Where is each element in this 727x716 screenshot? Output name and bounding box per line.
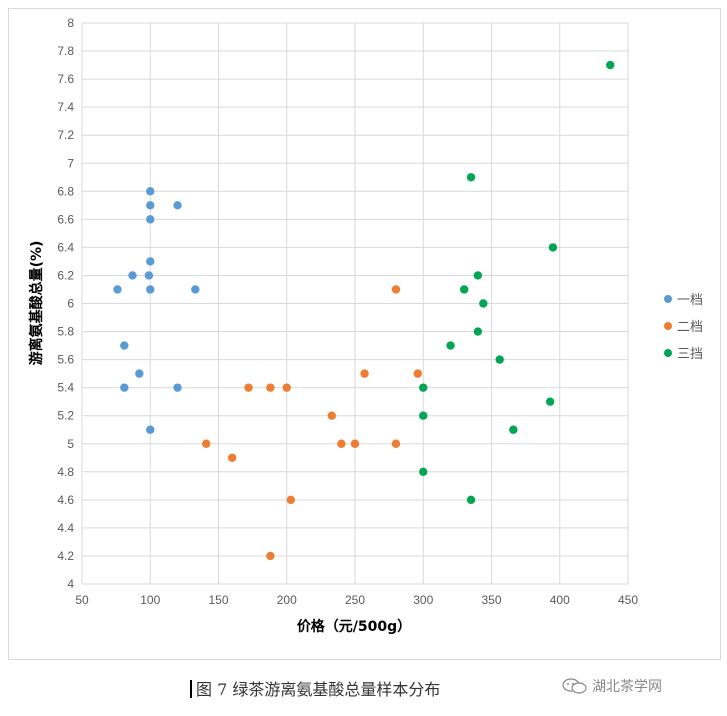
data-point-series-3: [446, 341, 455, 350]
data-point-series-1: [146, 257, 155, 266]
data-point-series-3: [419, 383, 428, 392]
legend-label: 三挡: [677, 347, 703, 362]
x-tick-label: 350: [481, 593, 501, 607]
gridlines: [81, 22, 629, 585]
data-point-series-1: [128, 271, 137, 280]
y-tick-label: 6.2: [57, 268, 74, 282]
chart-frame: [8, 8, 721, 660]
legend-marker: [664, 322, 672, 330]
y-tick-label: 5.6: [57, 353, 74, 367]
data-point-series-3: [473, 271, 483, 280]
data-point-series-3: [473, 327, 483, 336]
y-tick-label: 4.8: [57, 465, 74, 479]
data-point-series-2: [391, 285, 401, 294]
y-tick-label: 5.8: [57, 325, 74, 339]
y-tick-label: 4.6: [57, 493, 74, 507]
x-tick-label: 250: [345, 593, 365, 607]
data-point-series-2: [413, 369, 422, 378]
data-point-series-3: [419, 467, 428, 476]
data-point-series-2: [266, 383, 275, 392]
watermark-text: 湖北茶学网: [592, 679, 662, 695]
data-point-series-2: [202, 439, 211, 448]
data-point-series-1: [144, 271, 154, 280]
watermark: 湖北茶学网: [562, 676, 662, 696]
data-point-series-1: [146, 285, 155, 294]
data-point-series-2: [337, 439, 346, 448]
y-tick-label: 5: [67, 437, 74, 451]
y-tick-label: 6.8: [57, 184, 74, 198]
x-tick-label: 50: [75, 593, 89, 607]
data-point-series-1: [146, 187, 155, 196]
legend-label: 二档: [677, 320, 703, 335]
wechat-icon: [562, 678, 587, 694]
x-tick-label: 200: [277, 593, 297, 607]
legend-marker: [664, 349, 672, 357]
y-tick-label: 5.4: [57, 381, 74, 395]
data-point-series-1: [173, 383, 182, 392]
data-point-series-3: [466, 173, 476, 182]
data-point-series-3: [548, 243, 558, 252]
data-point-series-2: [286, 495, 296, 505]
data-point-series-2: [266, 551, 275, 561]
data-point-series-1: [173, 201, 182, 210]
data-point-series-1: [113, 285, 122, 294]
data-point-series-1: [146, 215, 155, 224]
figure-caption: 图 7 绿茶游离氨基酸总量样本分布: [190, 676, 440, 700]
y-tick-label: 7.2: [57, 128, 74, 142]
y-tick-label: 8: [67, 16, 74, 30]
legend-label: 一档: [677, 293, 703, 308]
data-point-series-3: [460, 285, 469, 294]
y-tick-label: 4.4: [57, 521, 74, 535]
data-point-series-3: [509, 425, 518, 434]
y-tick-label: 6: [67, 297, 74, 311]
data-point-series-1: [120, 341, 129, 350]
legend-marker: [664, 295, 672, 303]
data-point-series-3: [419, 411, 428, 420]
y-tick-label: 6.6: [57, 212, 74, 226]
data-point-series-2: [227, 453, 237, 462]
y-tick-label: 7: [67, 156, 74, 170]
data-point-series-2: [282, 383, 291, 392]
x-axis-label: 价格（元/500g）: [297, 618, 411, 635]
y-tick-label: 7.6: [57, 72, 74, 86]
data-point-series-1: [191, 285, 200, 294]
data-point-series-3: [479, 299, 488, 308]
y-tick-label: 4: [67, 577, 74, 591]
caption-text: 图 7 绿茶游离氨基酸总量样本分布: [196, 680, 441, 699]
data-point-series-2: [244, 383, 253, 392]
x-tick-label: 100: [140, 593, 160, 607]
tick-labels: 4 4.2 4.4 4.6 4.8 5 5.2 5.4 5.6 5.8 6 6.2 6.4 6.6 6.8 7…: [57, 16, 638, 607]
data-point-series-3: [495, 355, 504, 364]
data-point-series-3: [606, 60, 615, 70]
x-tick-label: 400: [550, 593, 570, 607]
data-point-series-2: [360, 369, 369, 378]
y-tick-label: 6.4: [57, 240, 74, 254]
x-tick-label: 150: [208, 593, 228, 607]
data-point-series-2: [327, 411, 336, 420]
data-point-series-1: [146, 201, 155, 210]
x-tick-label: 450: [618, 593, 638, 607]
data-point-series-3: [466, 495, 476, 505]
x-tick-label: 300: [413, 593, 433, 607]
y-axis-label: 游离氨基酸总量(%): [28, 241, 45, 366]
data-point-series-1: [146, 425, 155, 434]
y-tick-label: 7.4: [57, 100, 74, 114]
data-points: [113, 60, 615, 561]
data-point-series-1: [120, 383, 129, 392]
data-point-series-1: [135, 369, 144, 378]
data-point-series-2: [391, 439, 401, 448]
y-tick-label: 5.2: [57, 409, 74, 423]
y-tick-label: 4.2: [57, 549, 74, 563]
data-point-series-2: [350, 439, 360, 448]
caption-marker: [190, 680, 192, 698]
data-point-series-3: [545, 397, 555, 406]
y-tick-label: 7.8: [57, 44, 74, 58]
